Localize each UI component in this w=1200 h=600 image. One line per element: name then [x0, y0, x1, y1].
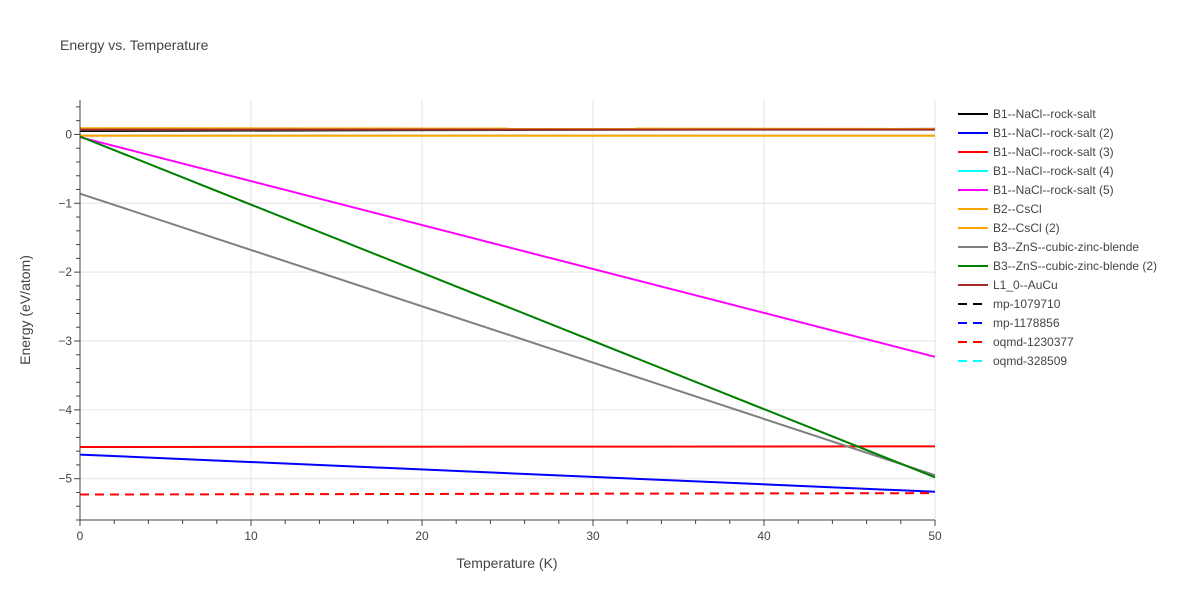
y-tick-label: −4	[58, 403, 72, 417]
legend-label: oqmd-328509	[993, 354, 1067, 368]
legend-label: B2--CsCl	[993, 202, 1042, 216]
legend-label: mp-1079710	[993, 297, 1061, 311]
grid-lines	[80, 100, 936, 520]
x-axis-title: Temperature (K)	[456, 555, 557, 571]
series-line	[79, 453, 936, 493]
chart-title: Energy vs. Temperature	[60, 37, 209, 53]
series-line	[79, 445, 936, 449]
series-lines	[79, 127, 936, 496]
x-tick-label: 0	[77, 529, 84, 543]
legend-label: B3--ZnS--cubic-zinc-blende	[993, 240, 1139, 254]
legend: B1--NaCl--rock-salt B1--NaCl--rock-salt (…	[958, 107, 1157, 368]
legend-label: B1--NaCl--rock-salt (2)	[993, 126, 1114, 140]
x-tick-label: 40	[757, 529, 771, 543]
legend-label: B1--NaCl--rock-salt	[993, 107, 1096, 121]
legend-label: B1--NaCl--rock-salt (5)	[993, 183, 1114, 197]
y-tick-label: −5	[58, 472, 72, 486]
y-tick-label: 0	[65, 127, 72, 141]
y-tick-label: −2	[58, 265, 72, 279]
legend-label: B3--ZnS--cubic-zinc-blende (2)	[993, 259, 1157, 273]
y-tick-label: −3	[58, 334, 72, 348]
x-tick-label: 20	[415, 529, 429, 543]
series-line	[79, 492, 936, 496]
x-tick-label: 50	[928, 529, 942, 543]
legend-label: mp-1178856	[993, 316, 1060, 330]
legend-label: B2--CsCl (2)	[993, 221, 1060, 235]
series-line	[79, 136, 936, 358]
x-tick-label: 30	[586, 529, 600, 543]
x-tick-label: 10	[244, 529, 258, 543]
axes: 0 10 20 30 40 50 0 −1 −2 −3 −4 −5	[58, 100, 942, 543]
legend-label: B1--NaCl--rock-salt (4)	[993, 164, 1114, 178]
legend-label: oqmd-1230377	[993, 335, 1074, 349]
legend-label: L1_0--AuCu	[993, 278, 1058, 292]
y-axis-title: Energy (eV/atom)	[17, 255, 33, 365]
series-line	[79, 135, 936, 479]
series-line	[79, 192, 936, 477]
y-tick-label: −1	[58, 196, 72, 210]
legend-label: B1--NaCl--rock-salt (3)	[993, 145, 1114, 159]
